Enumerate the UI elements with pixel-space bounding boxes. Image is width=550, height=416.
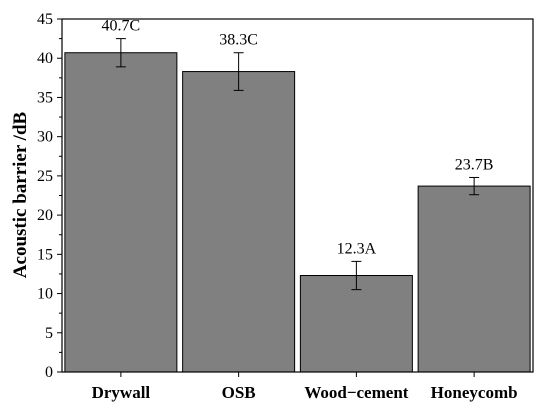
bar-1: [182, 71, 296, 373]
y-tick-label-8: 40: [37, 50, 53, 67]
data-label-3: 23.7B: [455, 156, 494, 173]
bar-3: [417, 185, 531, 373]
y-tick-label-1: 5: [45, 325, 53, 342]
y-tick-label-2: 10: [37, 286, 53, 303]
data-label-1: 38.3C: [219, 32, 258, 49]
x-tick-label-1: OSB: [222, 383, 256, 402]
x-tick-label-3: Honeycomb: [431, 383, 518, 402]
y-tick-label-5: 25: [37, 168, 53, 185]
data-label-2: 12.3A: [337, 240, 377, 257]
y-tick-label-4: 20: [37, 207, 53, 224]
bar-0: [64, 52, 178, 373]
data-labels-layer: 40.7C 38.3C 12.3A 23.7B: [102, 18, 494, 258]
y-tick-label-6: 30: [37, 129, 53, 146]
y-tick-label-9: 45: [37, 11, 53, 28]
error-bars-layer: [115, 38, 480, 291]
x-tick-label-2: Wood−cement: [304, 383, 408, 402]
axes-layer: Drywall OSB Wood−cement Honeycomb 0 5 10 15 20 25…: [37, 11, 534, 402]
data-label-0: 40.7C: [102, 18, 141, 35]
bars-layer: [64, 52, 531, 373]
x-tick-label-0: Drywall: [92, 383, 151, 402]
y-axis-title: Acoustic barrier /dB: [10, 111, 31, 278]
y-tick-label-7: 35: [37, 89, 53, 106]
y-tick-label-3: 15: [37, 246, 53, 263]
bar-2: [299, 275, 413, 373]
y-tick-label-0: 0: [45, 364, 53, 381]
